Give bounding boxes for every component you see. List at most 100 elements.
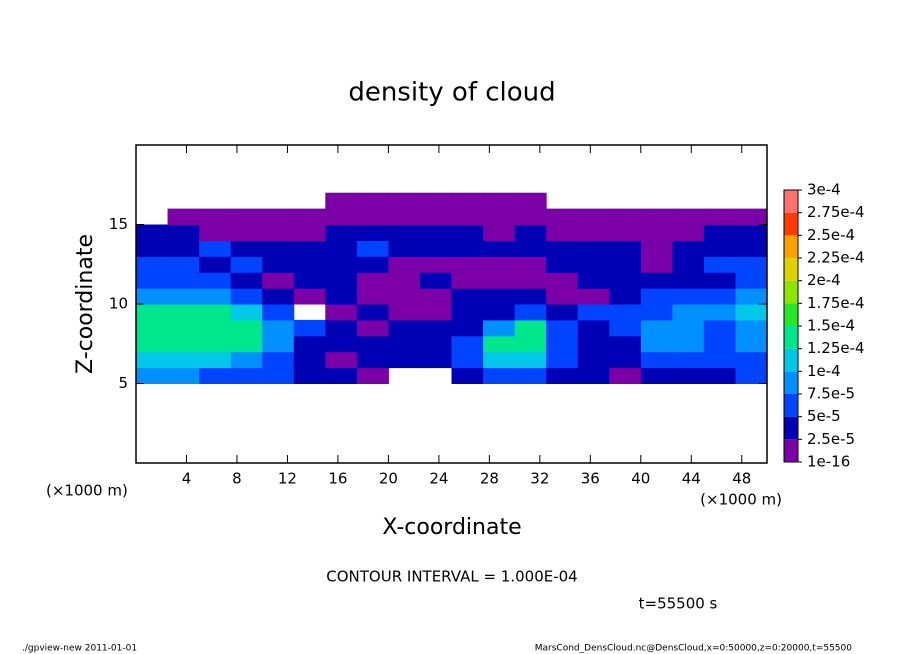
field-cell [262, 240, 295, 257]
field-cell [388, 335, 421, 353]
field-cell [546, 367, 579, 384]
field-cell [167, 224, 200, 241]
field-cell [577, 272, 610, 289]
field-cell [230, 367, 263, 384]
field-cell [419, 192, 452, 210]
footer-left: ./gpview-new 2011-01-01 [22, 644, 137, 654]
field-cell [483, 319, 516, 337]
colorbar-label: 2.75e-4 [807, 203, 865, 221]
field-cell [514, 256, 547, 273]
field-cell [451, 208, 484, 225]
x-unit: (×1000 m) [700, 491, 782, 509]
field-cell [419, 272, 452, 289]
field-cell [356, 351, 389, 369]
field-cell [419, 288, 452, 305]
x-tick-label: 8 [232, 470, 242, 488]
field-cell [230, 304, 263, 321]
field-cell [609, 335, 642, 353]
colorbar-label: 1e-16 [807, 453, 850, 471]
colorbar-label: 2.25e-4 [807, 249, 865, 267]
field-cell [199, 319, 232, 337]
field-cell [514, 224, 547, 241]
field-cell [262, 319, 295, 337]
field-cell [419, 351, 452, 369]
field-cell [703, 208, 736, 225]
field-cell [735, 288, 768, 305]
y-tick-label: 15 [109, 215, 128, 233]
field-cell [703, 240, 736, 257]
field-cell [735, 224, 768, 241]
field-cell [451, 304, 484, 321]
field-cell [419, 256, 452, 273]
colorbar-label: 1.25e-4 [807, 339, 865, 357]
field-cell [451, 224, 484, 241]
field-cell [262, 304, 295, 321]
field-cell [167, 351, 200, 369]
field-cell [199, 256, 232, 273]
field-cell [356, 319, 389, 337]
field-cell [451, 319, 484, 337]
field-cell [167, 288, 200, 305]
field-cell [356, 367, 389, 384]
field-cell [167, 367, 200, 384]
footer-right: MarsCond_DensCloud.nc@DensCloud,x=0:5000… [535, 644, 852, 654]
field-cell [514, 272, 547, 289]
colorbar-band [784, 394, 798, 417]
field-cell [230, 272, 263, 289]
field-cell [325, 240, 358, 257]
field-cell [262, 208, 295, 225]
field-cell [640, 272, 673, 289]
contour-note: CONTOUR INTERVAL = 1.000E-04 [326, 568, 577, 586]
field-cell [546, 288, 579, 305]
field-cell [388, 351, 421, 369]
field-cell [609, 351, 642, 369]
field-cell [483, 256, 516, 273]
field-cell [640, 367, 673, 384]
colorbar-label: 2.5e-4 [807, 226, 855, 244]
colorbar-band [784, 280, 798, 304]
field-cell [672, 288, 705, 305]
field-cell [609, 224, 642, 241]
field-cell [735, 304, 768, 321]
field-cell [640, 256, 673, 273]
field-cell [293, 367, 326, 384]
field-cell [388, 304, 421, 321]
field-cell [609, 319, 642, 337]
x-tick-label: 16 [328, 470, 347, 488]
colorbar-label: 1e-4 [807, 362, 841, 380]
field-cell [293, 224, 326, 241]
colorbar-band [784, 235, 798, 258]
field-cell [483, 192, 516, 210]
field-cell [136, 304, 169, 321]
field-cell [230, 224, 263, 241]
field-cell [514, 192, 547, 210]
field-cell [735, 335, 768, 353]
field-cell [672, 367, 705, 384]
field-cell [230, 335, 263, 353]
field-cell [293, 335, 326, 353]
x-tick-label: 40 [631, 470, 650, 488]
colorbar-band [784, 190, 798, 213]
y-tick-label: 5 [118, 374, 128, 392]
field-cell [640, 288, 673, 305]
field-cell [546, 304, 579, 321]
field-cell [388, 208, 421, 225]
field-cell [167, 335, 200, 353]
colorbar-label: 1.75e-4 [807, 294, 865, 312]
field-cell [419, 335, 452, 353]
field-cell [388, 319, 421, 337]
field-cell [735, 272, 768, 289]
field-cell [199, 351, 232, 369]
field-cell [325, 256, 358, 273]
colorbar-label: 2e-4 [807, 271, 841, 289]
x-axis-label: X-coordinate [382, 515, 521, 540]
field-cell [325, 319, 358, 337]
field-cell [483, 335, 516, 353]
field-cell [356, 304, 389, 321]
field-cell [546, 224, 579, 241]
field-cell [451, 272, 484, 289]
field-cell [199, 288, 232, 305]
field-cell [419, 304, 452, 321]
field-cell [640, 351, 673, 369]
